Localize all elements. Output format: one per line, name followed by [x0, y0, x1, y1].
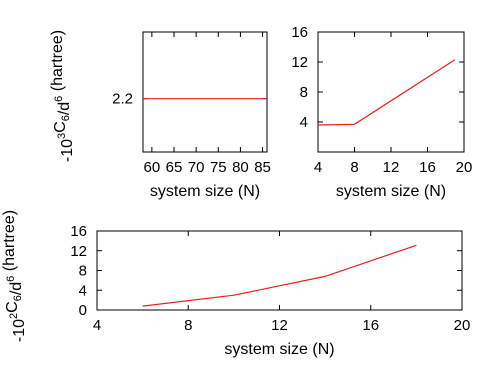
x-axis-label: system size (N) [336, 183, 446, 200]
x-tick-label: 65 [166, 159, 183, 176]
plot-frame [96, 230, 463, 311]
x-tick-label: 12 [383, 159, 400, 176]
x-tick-label: 16 [419, 159, 436, 176]
x-tick-label: 12 [271, 317, 288, 334]
x-tick-label: 4 [314, 159, 322, 176]
chart-panel-2: 4 8 12 16 20 4 8 12 16 system size (N) [291, 24, 472, 200]
x-tick-label: 60 [144, 159, 161, 176]
plot-frame [317, 31, 465, 153]
x-tick-label: 4 [93, 317, 101, 334]
x-tick-label: 70 [188, 159, 205, 176]
x-tick-label: 20 [456, 159, 473, 176]
plot-frame [142, 31, 268, 153]
series-line-1 [317, 59, 456, 126]
y-tick-label: 8 [79, 263, 87, 280]
y-tick-label: 8 [300, 84, 308, 101]
y-tick-label: 0 [79, 302, 87, 319]
x-tick-label: 75 [210, 159, 227, 176]
y-tick-label: 2.2 [112, 91, 133, 108]
y-tick-label: 4 [300, 114, 308, 131]
x-tick-label: 80 [232, 159, 249, 176]
x-tick-label: 20 [454, 317, 471, 334]
x-tick-label: 8 [184, 317, 192, 334]
y-axis-label: -103C6/d6 (hartree) [49, 30, 76, 162]
chart-panel-1: 60 65 70 75 80 85 2.2 system size (N) -103C6/d6 … [49, 30, 271, 200]
y-tick-label: 12 [70, 243, 87, 260]
x-tick-label: 8 [350, 159, 358, 176]
x-axis-label: system size (N) [150, 183, 260, 200]
series-line-1 [142, 244, 417, 307]
y-tick-label: 4 [79, 282, 87, 299]
x-tick-label: 16 [362, 317, 379, 334]
y-axis-label: -102C6/d6 (hartree) [1, 210, 28, 342]
x-axis-label: system size (N) [224, 341, 334, 358]
x-tick-label: 85 [254, 159, 271, 176]
y-tick-label: 16 [291, 24, 308, 41]
y-tick-label: 12 [291, 54, 308, 71]
y-tick-label: 16 [70, 223, 87, 240]
